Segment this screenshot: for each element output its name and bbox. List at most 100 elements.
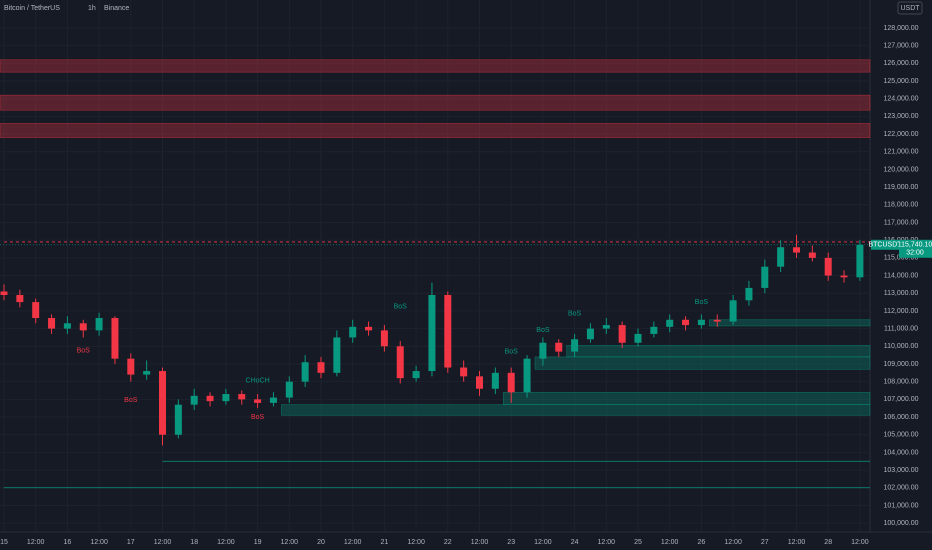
candle-body [396,346,404,379]
exchange: Binance [104,5,129,12]
x-tick-label: 12:00 [724,539,742,546]
x-tick-label: 12:00 [471,539,489,546]
candle-body [761,266,769,288]
candle-body [729,300,737,322]
y-tick-label: 100,000.00 [883,520,918,527]
y-tick-label: 127,000.00 [883,42,918,49]
candle-body [143,371,151,375]
candle-body [174,404,182,435]
candle-body [777,247,785,267]
candle-body [682,319,690,326]
y-tick-label: 113,000.00 [884,290,919,297]
candle-body [190,395,198,405]
currency-button[interactable] [897,1,923,15]
y-tick-label: 102,000.00 [883,485,918,492]
x-tick-label: 12:00 [851,539,869,546]
zone [281,404,871,416]
plot: BoS BoS CHoCH BoS BoS BoS BoS BoS BoS [0,59,871,489]
zone [0,123,871,138]
candle-body [301,362,309,382]
candle-body [745,287,753,301]
candle-body [0,291,8,296]
y-tick-label: 114,000.00 [884,272,919,279]
candle-body [856,244,864,278]
x-tick-label: 12:00 [27,539,45,546]
y-tick-label: 107,000.00 [883,396,918,403]
candle-body [269,397,277,403]
annotation: BoS [695,299,709,306]
symbol-tag [871,239,899,250]
y-tick-label: 122,000.00 [883,131,918,138]
price-tag-text: 115,740.10 [898,242,932,249]
y-tick-label: 121,000.00 [883,149,918,156]
candle-body [444,295,452,368]
candle-body [793,247,800,253]
x-tick-label: 15 [0,539,8,546]
candle-body [365,326,373,331]
candle-body [206,395,214,402]
x-tick-label: 12:00 [534,539,552,546]
zone [534,356,871,370]
annotation: BoS [251,414,265,421]
zone [709,319,871,327]
candle-body [840,275,848,278]
interval: 1h [88,5,96,12]
candle-body [159,371,166,435]
x-tick-label: 27 [761,539,769,546]
candle-body [571,339,579,352]
x-tick-label: 12:00 [344,539,362,546]
annotation: BoS [505,348,519,355]
y-tick-label: 117,000.00 [884,219,919,226]
y-tick-label: 128,000.00 [883,25,918,32]
candle-body [317,362,325,373]
candle-body [697,319,705,326]
x-tick-label: 12:00 [661,539,679,546]
candle-body [476,376,483,389]
y-tick-label: 126,000.00 [883,60,918,67]
candle-body [95,317,103,331]
candle-body [333,337,341,373]
candle-body [650,326,658,334]
candle-body [222,394,230,402]
candle-body [32,302,40,318]
candle-body [285,381,293,398]
y-tick-label: 111,000.00 [884,325,918,332]
candle-body [127,358,135,375]
x-tick-label: 12:00 [281,539,299,546]
x-tick-label: 19 [254,539,262,546]
x-tick-label: 12:00 [788,539,806,546]
x-tick-label: 12:00 [217,539,235,546]
x-tick-label: 23 [507,539,515,546]
zone [0,94,871,111]
candle-body [48,317,56,329]
x-tick-label: 12:00 [598,539,616,546]
x-tick-label: 20 [317,539,325,546]
x-tick-label: 26 [698,539,706,546]
y-tick-label: 110,000.00 [884,343,919,350]
y-tick-label: 125,000.00 [883,78,918,85]
symbol: Bitcoin / TetherUS [4,5,60,12]
candle-body [349,326,357,338]
y-tick-label: 101,000.00 [883,502,918,509]
candle-body [824,257,832,276]
y-tick-label: 118,000.00 [884,202,919,209]
y-tick-label: 104,000.00 [883,449,918,456]
y-tick-label: 123,000.00 [883,113,918,120]
annotation: CHoCH [246,378,270,385]
x-tick-label: 12:00 [154,539,172,546]
y-tick-label: 124,000.00 [883,96,918,103]
candle-body [523,358,531,393]
x-tick-label: 16 [64,539,72,546]
x-tick-label: 17 [127,539,135,546]
price-tag [899,239,932,258]
currency[interactable]: USDT [900,5,920,12]
annotation: BoS [536,327,550,334]
y-tick-label: 109,000.00 [883,361,918,368]
candle-body [539,342,547,359]
annotation: BoS [124,397,138,404]
candle-body [380,330,388,347]
y-tick-label: 120,000.00 [883,166,918,173]
y-tick-label: 112,000.00 [884,308,919,315]
